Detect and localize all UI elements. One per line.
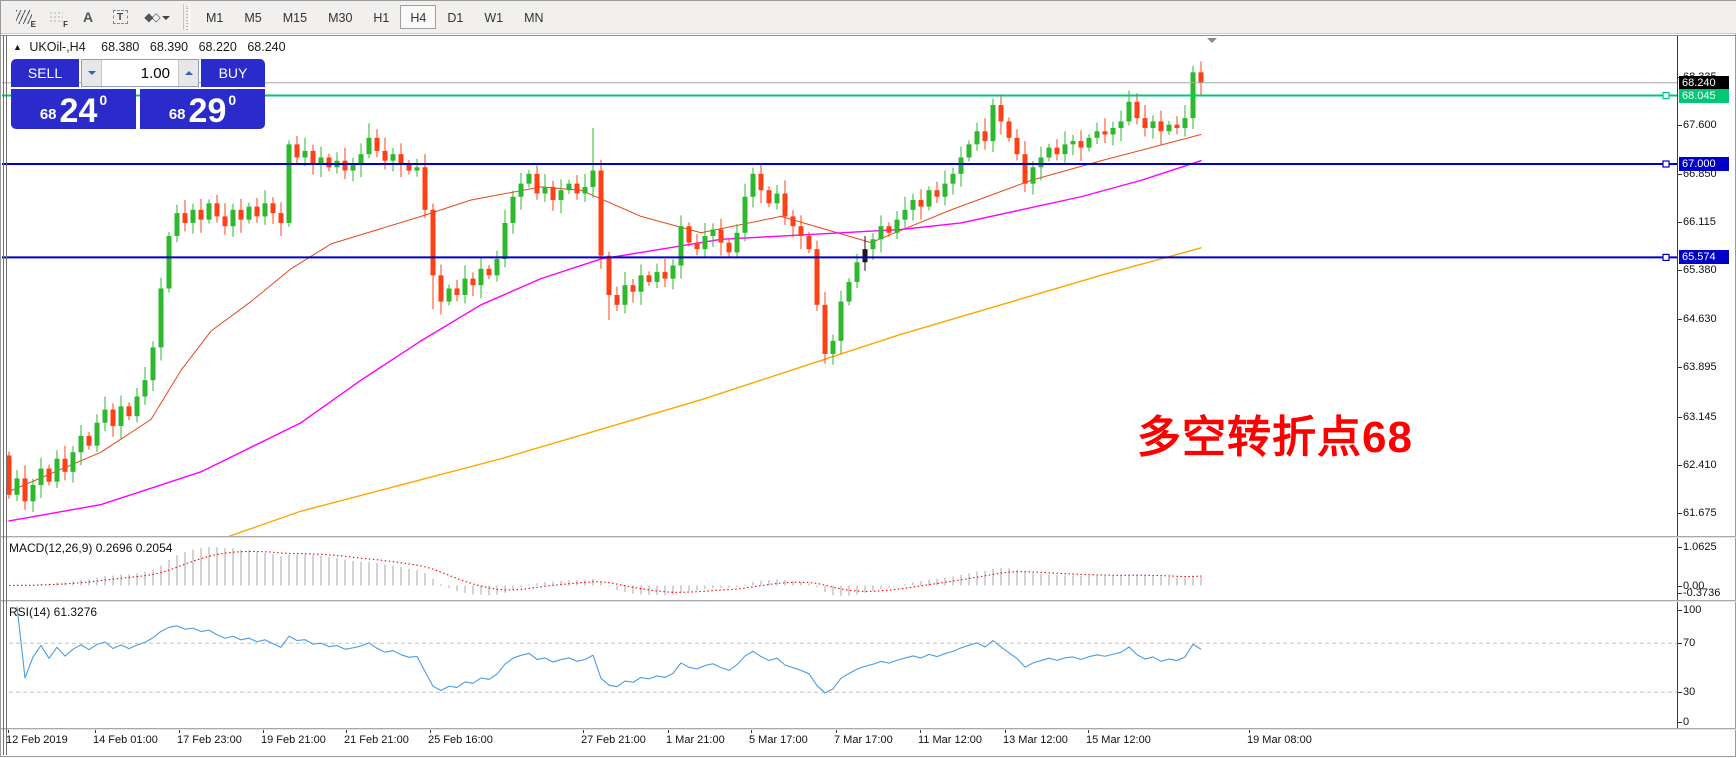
time-axis-label: 17 Feb 23:00 [177, 728, 242, 746]
sell-price-button[interactable]: 68 24 0 [11, 89, 136, 129]
sell-price-sup: 0 [99, 92, 108, 108]
letter-a-icon: A [82, 9, 94, 25]
price-axis-label: 61.675 [1678, 506, 1717, 519]
indicator-axis-label: 1.0625 [1678, 541, 1717, 554]
timeframe-d1[interactable]: D1 [447, 11, 464, 25]
grid-f-tool-button[interactable]: F [41, 4, 71, 30]
timeframe-h1[interactable]: H1 [373, 11, 390, 25]
price-axis-label: 64.630 [1678, 313, 1717, 326]
price-axis-label: 67.600 [1678, 118, 1717, 131]
indicator-axis-label: 0 [1677, 716, 1690, 728]
price-axis-label: 66.115 [1678, 215, 1716, 228]
time-axis-label: 14 Feb 01:00 [93, 728, 158, 746]
buy-price-big: 29 [188, 92, 227, 131]
volume-input[interactable]: 1.00 [102, 60, 178, 86]
macd-label: MACD(12,26,9) 0.2696 0.2054 [9, 541, 173, 555]
volume-increase-button[interactable] [178, 60, 198, 86]
timeframe-h4[interactable]: H4 [400, 5, 437, 29]
rsi-label: RSI(14) 61.3276 [9, 605, 98, 619]
time-axis-label: 13 Mar 12:00 [1003, 728, 1068, 746]
triangle-up-icon [184, 67, 193, 75]
time-axis-label: 21 Feb 21:00 [344, 728, 409, 746]
indicator-axis-label: -0.3736 [1677, 587, 1721, 599]
pane-separator [1, 728, 1736, 730]
window-left-edge [3, 35, 7, 755]
text-box-icon: T [112, 10, 128, 24]
price-badge: 67.000 [1679, 157, 1729, 171]
time-axis-label: 1 Mar 21:00 [666, 728, 725, 746]
ticker: ▲ UKOil-,H4 68.380 68.390 68.220 68.240 [13, 40, 293, 54]
toolbar-separator [183, 4, 190, 30]
time-axis-label: 5 Mar 17:00 [749, 728, 808, 746]
sell-price-big: 24 [59, 92, 98, 131]
indicator-e-tool-button[interactable]: E [9, 4, 39, 30]
volume-spinner: 1.00 [81, 59, 199, 87]
indicator-axis-label: 30 [1677, 686, 1696, 699]
sell-button[interactable]: SELL [11, 59, 79, 87]
tool-sub-label: E [30, 20, 36, 29]
triangle-down-icon [87, 71, 96, 79]
pane-separator[interactable] [1, 600, 1736, 602]
arrow-objects-dropdown-button[interactable]: ◆◇ [137, 4, 177, 30]
buy-price-prefix: 68 [168, 106, 186, 123]
volume-decrease-button[interactable] [82, 60, 102, 86]
timeframe-m5[interactable]: M5 [244, 11, 262, 25]
time-axis-label: 19 Feb 21:00 [261, 728, 326, 746]
ticker-low: 68.220 [198, 40, 237, 54]
price-badge: 68.045 [1679, 88, 1729, 103]
time-axis-label: 11 Mar 12:00 [918, 728, 983, 746]
chart-text-annotation[interactable]: 多空转折点68 [1137, 413, 1413, 462]
tool-sub-label: F [63, 20, 68, 29]
buy-price-button[interactable]: 68 29 0 [140, 89, 265, 129]
toolbar: E F A T ◆◇ M1 M5 M15 M30 H1 H4 D1 W1 MN [1, 1, 1736, 34]
price-badge: 65.574 [1679, 250, 1729, 265]
scroll-anchor-icon[interactable] [1207, 38, 1217, 48]
ticker-high: 68.390 [149, 40, 189, 54]
chevron-down-icon [161, 15, 170, 24]
price-badge: 68.240 [1679, 75, 1729, 90]
indicator-axis-label: 0.00 [1677, 579, 1705, 592]
timeframe-w1[interactable]: W1 [484, 11, 504, 25]
timeframe-m1[interactable]: M1 [206, 11, 224, 25]
time-axis-label: 15 Mar 12:00 [1086, 728, 1151, 746]
price-axis-label: 62.410 [1678, 458, 1717, 471]
indicator-axis-label: 70 [1677, 637, 1696, 650]
buy-price-sup: 0 [228, 92, 237, 108]
price-axis-label: 63.895 [1678, 361, 1717, 374]
time-axis-label: 27 Feb 21:00 [581, 728, 646, 746]
timeframe-mn[interactable]: MN [524, 11, 544, 25]
text-box-tool-button[interactable]: T [105, 4, 135, 30]
timeframe-m30[interactable]: M30 [328, 11, 353, 25]
buy-button[interactable]: BUY [201, 59, 265, 87]
hatch-lines-icon [16, 10, 32, 24]
bar-direction-icon: ▲ [13, 42, 22, 52]
one-click-trading-panel: SELL 1.00 BUY 68 24 0 68 29 0 [11, 59, 265, 129]
indicator-axis-label: 100 [1677, 604, 1702, 616]
price-axis-label: 65.380 [1678, 264, 1717, 277]
arrows-icon: ◆◇ [144, 10, 161, 24]
time-axis-label: 12 Feb 2019 [6, 728, 68, 746]
pane-separator[interactable] [1, 536, 1736, 538]
grid-icon [49, 11, 63, 23]
sell-price-prefix: 68 [39, 106, 57, 123]
ticker-symbol: UKOil-,H4 [29, 40, 86, 54]
time-axis-label: 25 Feb 16:00 [428, 728, 493, 746]
price-axis-label: 63.145 [1678, 410, 1717, 423]
timeframe-toolbar: M1 M5 M15 M30 H1 H4 D1 W1 MN [196, 5, 555, 29]
timeframe-m15[interactable]: M15 [282, 11, 308, 25]
ticker-open: 68.380 [101, 40, 140, 54]
price-axis-border [1677, 36, 1678, 728]
time-axis-label: 19 Mar 08:00 [1247, 728, 1312, 746]
ticker-close: 68.240 [247, 40, 286, 54]
time-axis-label: 7 Mar 17:00 [834, 728, 893, 746]
text-label-tool-button[interactable]: A [73, 4, 103, 30]
